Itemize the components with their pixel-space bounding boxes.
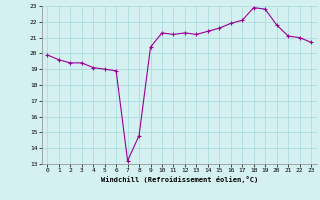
X-axis label: Windchill (Refroidissement éolien,°C): Windchill (Refroidissement éolien,°C) xyxy=(100,176,258,183)
